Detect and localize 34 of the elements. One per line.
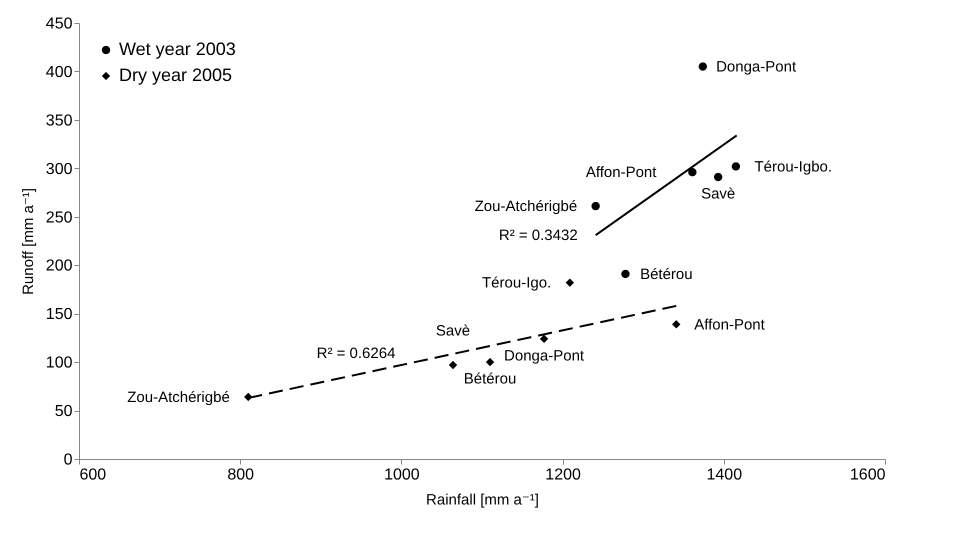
- legend-label: Dry year 2005: [119, 65, 232, 85]
- y-tick-label: 300: [46, 160, 73, 178]
- annotation: Affon-Pont: [694, 316, 766, 334]
- x-tick-label: 1600: [850, 466, 886, 484]
- y-tick-label: 0: [64, 452, 73, 468]
- annotation: R² = 0.6264: [316, 345, 396, 362]
- x-tick-label: 1400: [706, 466, 742, 484]
- y-tick-label: 400: [46, 64, 73, 81]
- annotation: Térou-Igbo.: [754, 158, 832, 176]
- y-tick-label: 200: [46, 258, 73, 275]
- y-tick-label: 100: [46, 354, 73, 372]
- y-tick-label: 50: [54, 403, 73, 420]
- annotation: Donga-Pont: [504, 347, 585, 364]
- annotation: Bétérou: [640, 266, 693, 283]
- annotation: Savè: [701, 186, 736, 203]
- annotation: Bétérou: [464, 370, 516, 388]
- y-tick-label: 350: [46, 112, 73, 130]
- annotation: Térou-Igo.: [482, 274, 552, 292]
- annotation: Zou-Atchérigbé: [127, 388, 230, 406]
- x-tick-label: 800: [227, 466, 254, 484]
- annotation: Affon-Pont: [586, 164, 658, 182]
- x-tick-label: 600: [80, 466, 106, 484]
- annotation: Donga-Pont: [716, 58, 797, 76]
- y-axis-title: Runoff [mm a⁻¹]: [20, 188, 37, 295]
- y-tick-label: 150: [46, 306, 73, 324]
- legend-label: Wet year 2003: [119, 39, 236, 59]
- y-tick-label: 250: [46, 209, 73, 226]
- x-axis-title: Rainfall [mm a⁻¹]: [426, 492, 539, 508]
- y-tick-label: 450: [46, 16, 73, 32]
- annotation: Zou-Atchérigbé: [474, 198, 578, 216]
- x-tick-label: 1200: [545, 466, 581, 484]
- x-tick-label: 1000: [384, 466, 420, 484]
- annotation: Savè: [436, 322, 470, 340]
- annotation: R² = 0.3432: [498, 227, 578, 244]
